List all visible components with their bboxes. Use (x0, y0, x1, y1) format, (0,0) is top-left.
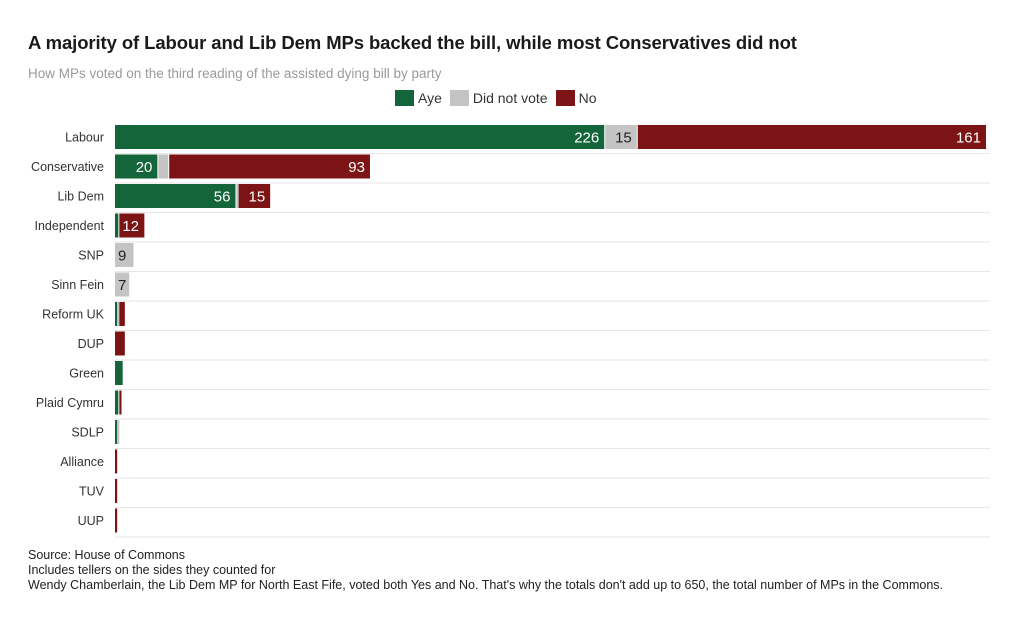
bar-independent-aye (115, 213, 119, 238)
category-label-snp: SNP (78, 249, 104, 263)
bar-tuv-no (115, 479, 118, 503)
bar-lib-dem-aye (115, 184, 236, 208)
legend-item-did-not-vote: Did not vote (449, 90, 548, 106)
category-label-dup: DUP (78, 337, 104, 351)
bar-labour-aye (115, 125, 605, 149)
source-note: Source: House of Commons (28, 548, 186, 562)
data-label-sinn-fein-did-not-vote: 7 (118, 277, 126, 294)
bar-reform-uk-aye (115, 302, 118, 326)
bar-conservative-did-not-vote (158, 154, 169, 179)
footnote-chamberlain: Wendy Chamberlain, the Lib Dem MP for No… (28, 578, 943, 592)
category-label-plaid-cymru: Plaid Cymru (36, 396, 104, 410)
legend-item-aye: Aye (395, 90, 442, 106)
category-label-independent: Independent (34, 219, 104, 233)
bar-alliance-no (115, 449, 118, 474)
bar-plaid-cymru-aye (115, 390, 119, 415)
bar-conservative-no (169, 154, 370, 179)
data-label-labour-did-not-vote: 15 (615, 130, 632, 147)
legend-swatch-aye (395, 90, 414, 106)
bar-labour-did-not-vote (605, 125, 637, 149)
category-label-lib-dem: Lib Dem (57, 190, 104, 204)
bar-green-aye (115, 361, 123, 385)
data-label-conservative-no: 93 (348, 159, 365, 176)
category-label-conservative: Conservative (31, 160, 104, 174)
category-label-tuv: TUV (79, 485, 105, 499)
footnote-tellers: Includes tellers on the sides they count… (28, 563, 276, 577)
data-label-lib-dem-no: 15 (248, 189, 265, 206)
bar-conservative-aye (115, 154, 158, 179)
bar-sdlp-did-not-vote (117, 420, 120, 444)
bar-sdlp-aye (115, 420, 118, 444)
category-label-uup: UUP (78, 514, 104, 528)
data-label-snp-did-not-vote: 9 (118, 248, 126, 265)
data-label-lib-dem-aye: 56 (214, 189, 231, 206)
data-label-labour-no: 161 (956, 130, 981, 147)
category-label-labour: Labour (65, 131, 104, 145)
legend-label-no: No (578, 90, 597, 106)
legend-swatch-did-not-vote (449, 90, 469, 106)
bar-snp-did-not-vote (115, 243, 134, 267)
category-label-alliance: Alliance (60, 455, 104, 469)
category-label-sdlp: SDLP (71, 426, 104, 440)
bar-reform-uk-no (119, 302, 125, 326)
footer: Source: House of Commons Includes teller… (28, 548, 943, 593)
bar-sinn-fein-did-not-vote (115, 272, 130, 297)
bar-reform-uk-did-not-vote (117, 302, 120, 326)
bar-labour-no (637, 125, 986, 149)
legend-item-no: No (555, 90, 597, 106)
bar-chart: Labour 226 15 161 Conservative 20 93 Lib Dem 56 1… (31, 125, 990, 538)
data-label-independent-no: 12 (122, 218, 139, 235)
category-label-sinn-fein: Sinn Fein (51, 278, 104, 292)
category-label-green: Green (69, 367, 104, 381)
bar-lib-dem-no (238, 184, 271, 208)
data-label-conservative-aye: 20 (136, 159, 153, 176)
bar-plaid-cymru-no (119, 390, 122, 415)
data-label-labour-aye: 226 (574, 130, 599, 147)
chart-subtitle: How MPs voted on the third reading of th… (28, 66, 442, 81)
bar-lib-dem-did-not-vote (236, 184, 239, 208)
legend-label-aye: Aye (418, 90, 442, 106)
bar-dup-no (115, 331, 125, 356)
legend-label-did-not-vote: Did not vote (472, 90, 548, 106)
legend: Aye Did not vote No (395, 90, 605, 106)
category-label-reform-uk: Reform UK (42, 308, 104, 322)
bar-independent-no (119, 213, 145, 238)
chart-title: A majority of Labour and Lib Dem MPs bac… (28, 32, 797, 53)
legend-swatch-no (555, 90, 575, 106)
bar-uup-no (115, 508, 118, 533)
